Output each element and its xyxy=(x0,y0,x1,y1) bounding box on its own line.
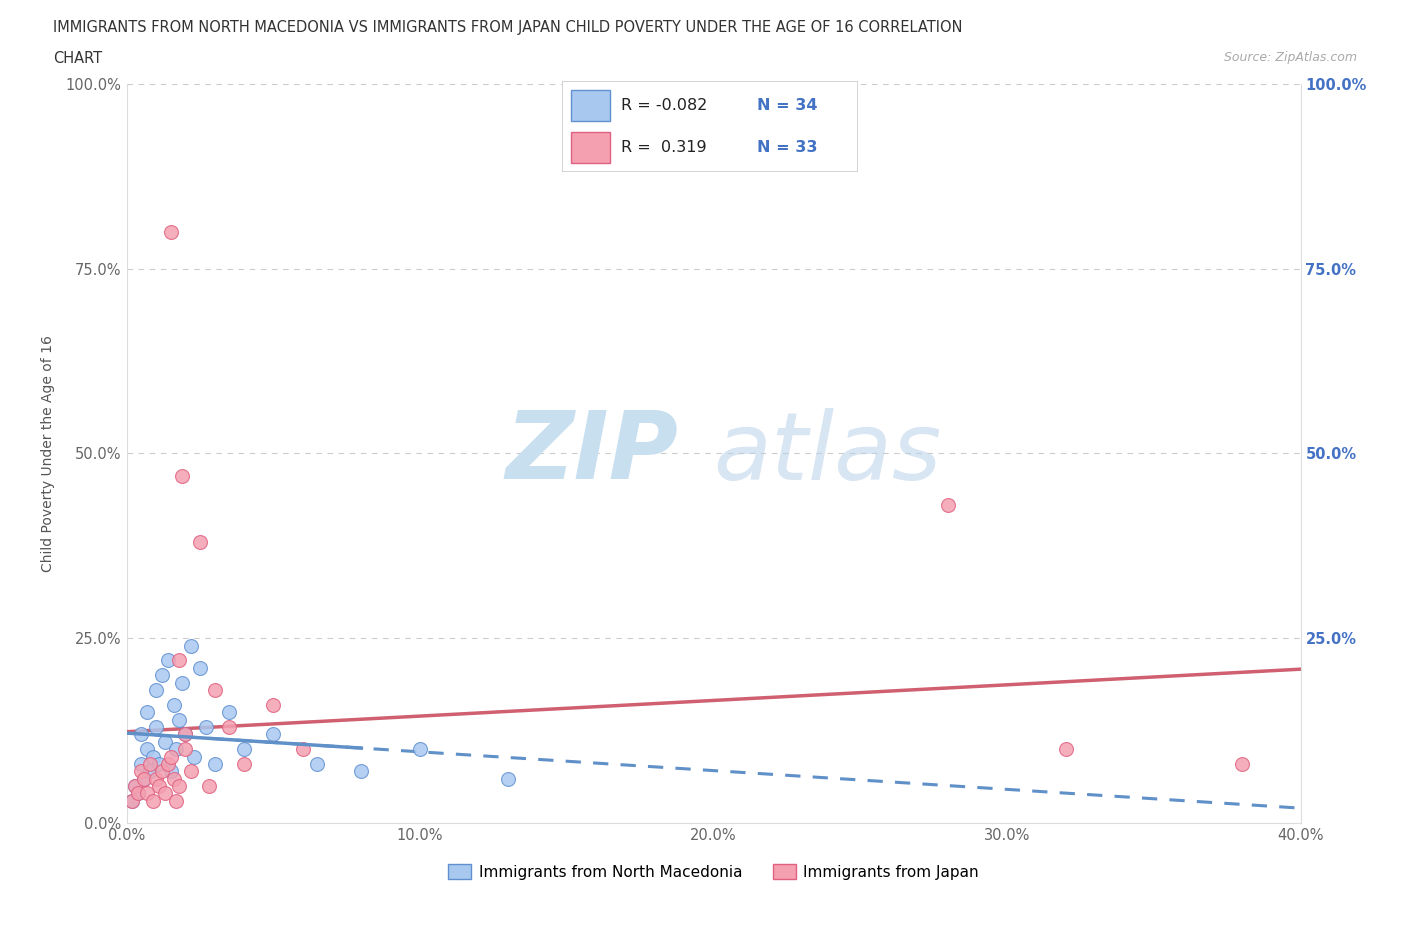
Point xyxy=(188,535,211,550)
FancyBboxPatch shape xyxy=(571,90,610,121)
Point xyxy=(159,749,181,764)
Text: N = 34: N = 34 xyxy=(758,98,818,113)
Point xyxy=(129,727,152,742)
Text: CHART: CHART xyxy=(53,51,103,66)
Point xyxy=(174,742,197,757)
Point xyxy=(134,771,156,786)
Point xyxy=(124,778,146,793)
Point xyxy=(145,683,167,698)
Point xyxy=(204,756,226,771)
Text: Source: ZipAtlas.com: Source: ZipAtlas.com xyxy=(1223,51,1357,64)
Point xyxy=(1054,742,1077,757)
Point xyxy=(142,749,165,764)
Point xyxy=(174,727,197,742)
Point xyxy=(121,793,143,808)
Point xyxy=(218,720,240,735)
Point xyxy=(165,793,187,808)
Point xyxy=(136,705,159,720)
Point xyxy=(121,793,143,808)
Point xyxy=(262,698,284,712)
Point xyxy=(409,742,432,757)
Legend: Immigrants from North Macedonia, Immigrants from Japan: Immigrants from North Macedonia, Immigra… xyxy=(441,857,986,885)
Point xyxy=(129,764,152,778)
Point xyxy=(145,720,167,735)
Point xyxy=(162,698,184,712)
Point xyxy=(139,756,162,771)
Point xyxy=(169,778,191,793)
Point xyxy=(127,786,149,801)
Point xyxy=(134,771,156,786)
Point xyxy=(169,712,191,727)
Point xyxy=(188,660,211,675)
Point xyxy=(129,756,152,771)
Point xyxy=(180,638,202,653)
Point xyxy=(350,764,373,778)
Point xyxy=(156,756,179,771)
Point xyxy=(124,778,146,793)
Point xyxy=(139,764,162,778)
Point xyxy=(136,786,159,801)
Point xyxy=(262,727,284,742)
Point xyxy=(148,778,170,793)
Point xyxy=(165,742,187,757)
Point xyxy=(162,771,184,786)
Text: R = -0.082: R = -0.082 xyxy=(621,98,707,113)
Point xyxy=(233,742,256,757)
Point xyxy=(291,742,314,757)
Text: atlas: atlas xyxy=(713,408,942,498)
Point xyxy=(218,705,240,720)
Y-axis label: Child Poverty Under the Age of 16: Child Poverty Under the Age of 16 xyxy=(41,335,55,572)
Point xyxy=(194,720,217,735)
Text: ZIP: ZIP xyxy=(505,407,678,499)
Point xyxy=(153,735,176,750)
Point xyxy=(197,778,219,793)
FancyBboxPatch shape xyxy=(562,81,858,172)
Point xyxy=(127,786,149,801)
FancyBboxPatch shape xyxy=(571,132,610,163)
Point xyxy=(142,793,165,808)
Point xyxy=(180,764,202,778)
Point xyxy=(204,683,226,698)
Text: N = 33: N = 33 xyxy=(758,140,818,155)
Point xyxy=(1230,756,1253,771)
Text: R =  0.319: R = 0.319 xyxy=(621,140,707,155)
Point xyxy=(169,653,191,668)
Point xyxy=(153,786,176,801)
Point xyxy=(172,675,194,690)
Point xyxy=(159,224,181,239)
Point xyxy=(307,756,329,771)
Point xyxy=(150,764,173,778)
Point xyxy=(150,668,173,683)
Point xyxy=(145,771,167,786)
Point xyxy=(174,727,197,742)
Point xyxy=(938,498,960,512)
Point xyxy=(148,756,170,771)
Point xyxy=(172,468,194,483)
Point xyxy=(183,749,205,764)
Point xyxy=(156,653,179,668)
Point xyxy=(496,771,519,786)
Text: IMMIGRANTS FROM NORTH MACEDONIA VS IMMIGRANTS FROM JAPAN CHILD POVERTY UNDER THE: IMMIGRANTS FROM NORTH MACEDONIA VS IMMIG… xyxy=(53,20,963,35)
Point xyxy=(233,756,256,771)
Point xyxy=(159,764,181,778)
Point xyxy=(136,742,159,757)
